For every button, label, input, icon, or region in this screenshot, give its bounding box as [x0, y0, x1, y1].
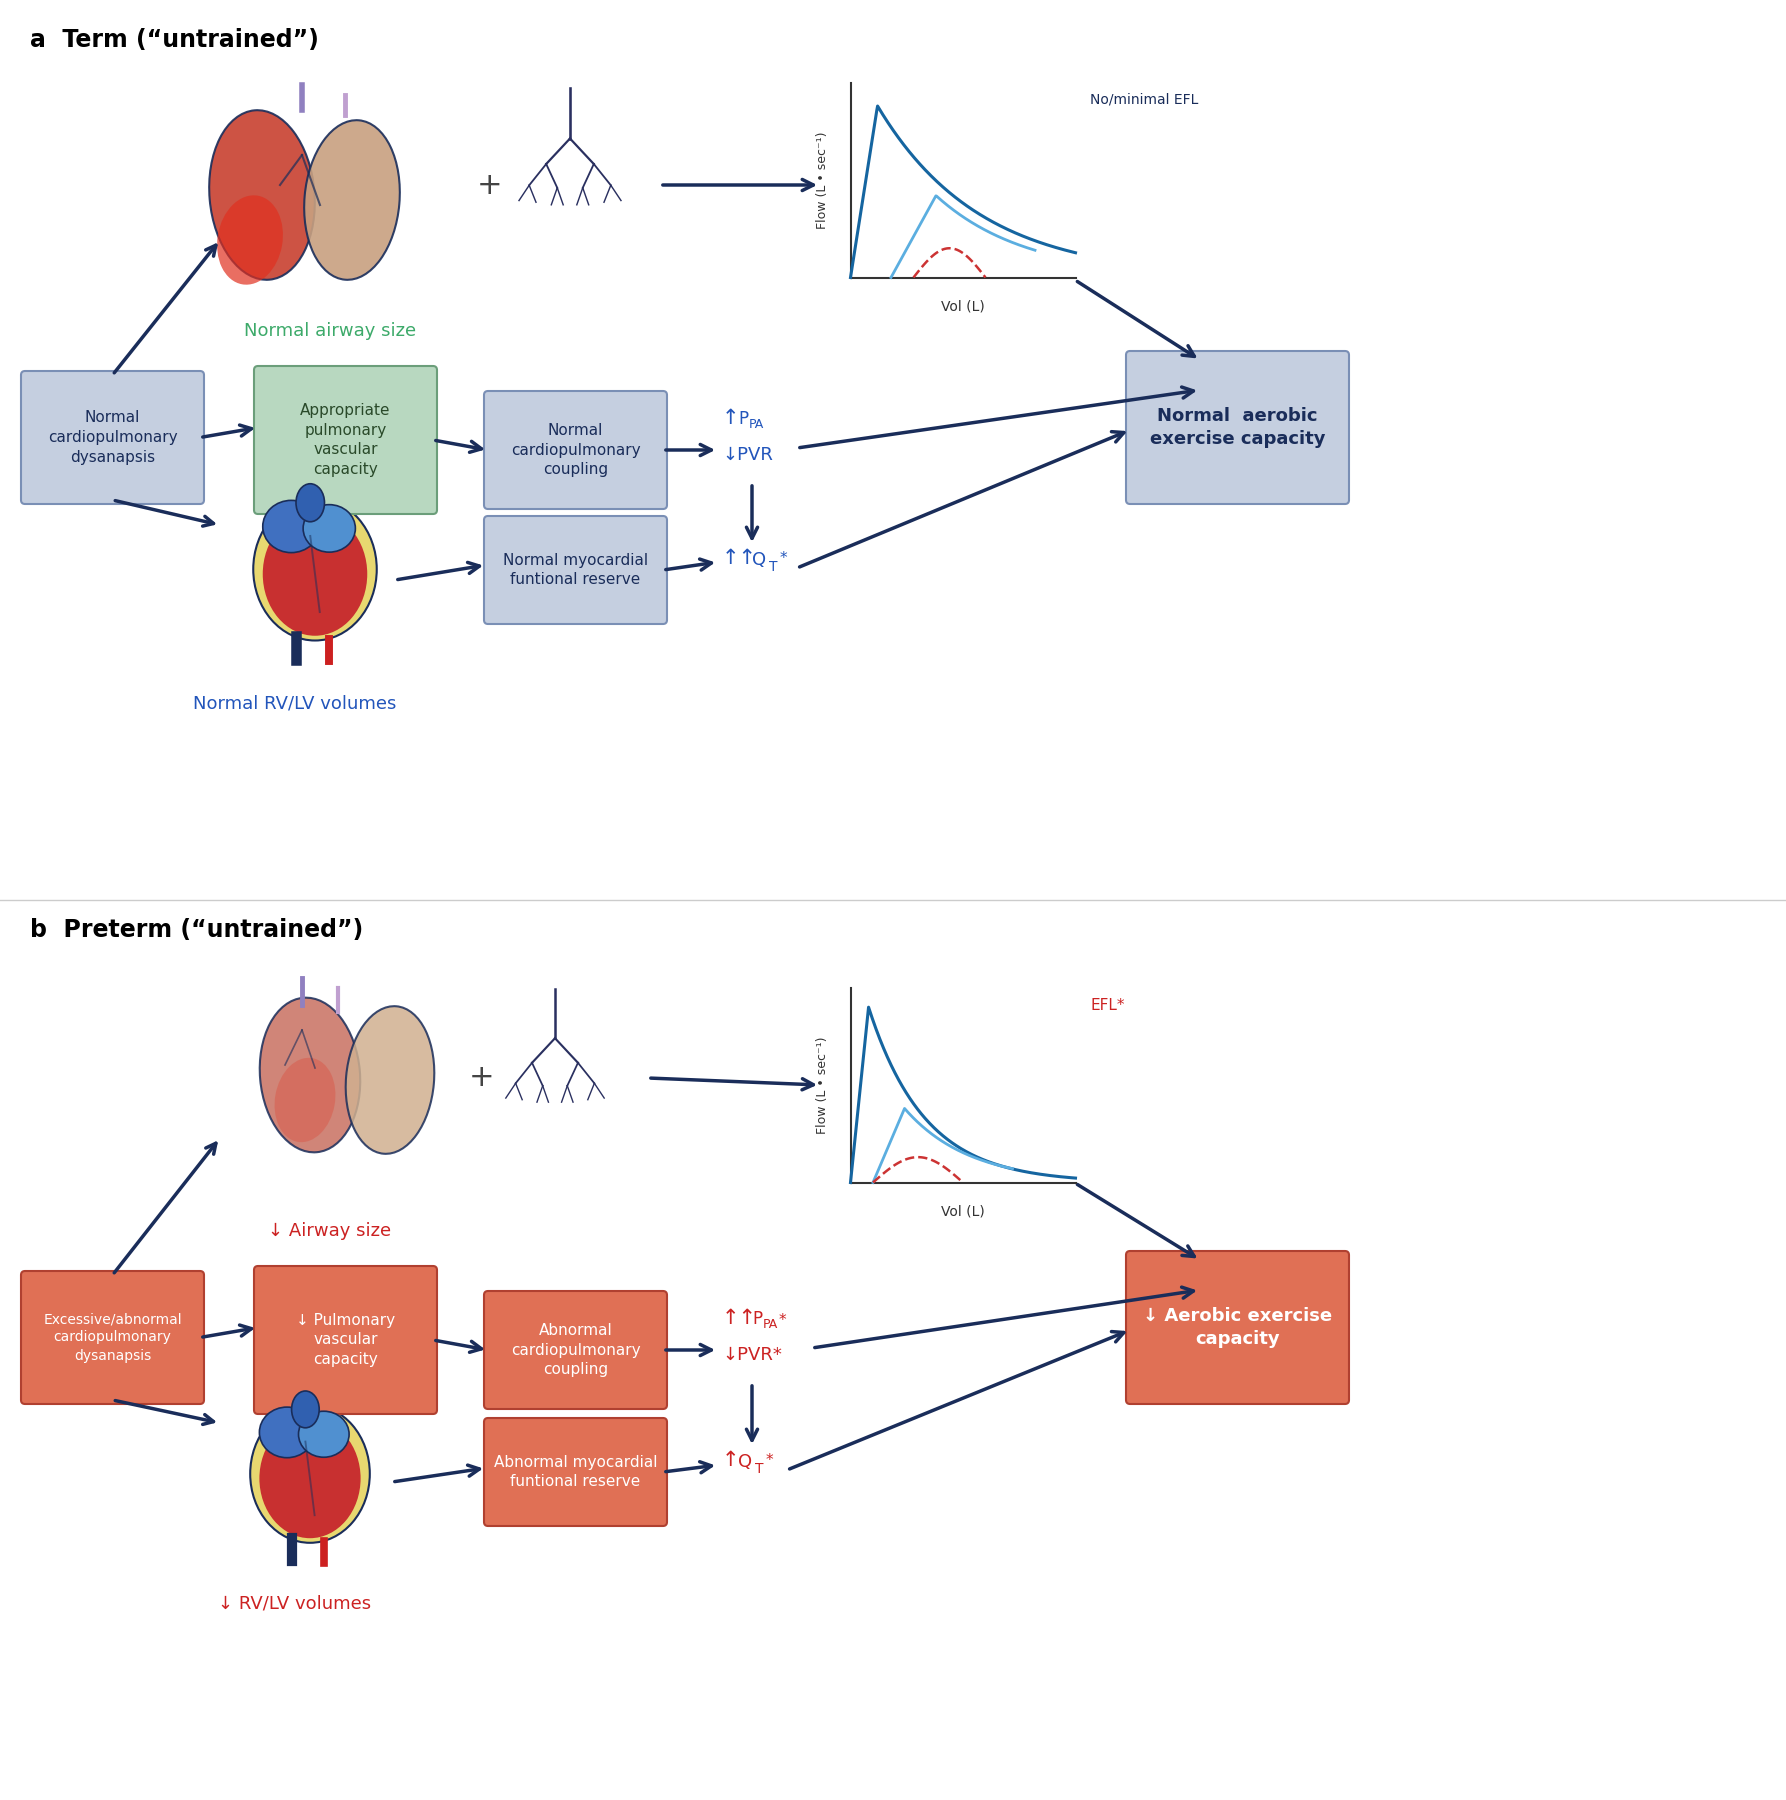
Ellipse shape [254, 499, 377, 641]
Text: b  Preterm (“untrained”): b Preterm (“untrained”) [30, 918, 363, 941]
Text: ↓ Pulmonary
vascular
capacity: ↓ Pulmonary vascular capacity [296, 1312, 395, 1368]
Ellipse shape [263, 513, 368, 635]
FancyBboxPatch shape [484, 517, 666, 625]
FancyBboxPatch shape [21, 371, 204, 504]
Text: No/minimal EFL: No/minimal EFL [1091, 92, 1198, 106]
Text: ↓PVR*: ↓PVR* [722, 1346, 782, 1364]
Text: ↓PVR: ↓PVR [722, 446, 773, 464]
FancyBboxPatch shape [484, 1418, 666, 1526]
Ellipse shape [259, 997, 361, 1152]
Text: Excessive/abnormal
cardiopulmonary
dysanapsis: Excessive/abnormal cardiopulmonary dysan… [43, 1312, 182, 1363]
Text: T: T [770, 560, 777, 574]
FancyBboxPatch shape [254, 365, 438, 515]
Text: PA: PA [763, 1318, 779, 1330]
Text: PA: PA [748, 418, 764, 430]
Text: ↑↑: ↑↑ [722, 1309, 757, 1328]
FancyBboxPatch shape [21, 1271, 204, 1404]
Text: +: + [477, 171, 504, 200]
Text: Normal RV/LV volumes: Normal RV/LV volumes [193, 695, 396, 713]
Text: Normal myocardial
funtional reserve: Normal myocardial funtional reserve [504, 553, 648, 587]
Ellipse shape [304, 504, 355, 553]
Text: Q: Q [738, 1453, 752, 1471]
Ellipse shape [209, 110, 314, 279]
Text: *: * [766, 1453, 773, 1469]
Ellipse shape [275, 1058, 336, 1143]
FancyBboxPatch shape [254, 1265, 438, 1415]
Text: P: P [752, 1310, 763, 1328]
Text: Normal
cardiopulmonary
dysanapsis: Normal cardiopulmonary dysanapsis [48, 410, 177, 464]
FancyBboxPatch shape [484, 1291, 666, 1409]
Text: Appropriate
pulmonary
vascular
capacity: Appropriate pulmonary vascular capacity [300, 403, 391, 477]
Text: Flow (L • sec⁻¹): Flow (L • sec⁻¹) [816, 1037, 829, 1134]
Text: Q: Q [752, 551, 766, 569]
Text: T: T [755, 1462, 763, 1476]
Ellipse shape [259, 1418, 361, 1539]
Text: EFL*: EFL* [1091, 997, 1125, 1012]
Ellipse shape [250, 1404, 370, 1543]
Text: ↓ Airway size: ↓ Airway size [268, 1222, 391, 1240]
Text: *: * [779, 1312, 786, 1328]
FancyBboxPatch shape [1125, 1251, 1348, 1404]
Text: ↑: ↑ [722, 1451, 739, 1471]
Text: Flow (L • sec⁻¹): Flow (L • sec⁻¹) [816, 131, 829, 229]
Text: Vol (L): Vol (L) [941, 1204, 984, 1219]
Text: a  Term (“untrained”): a Term (“untrained”) [30, 29, 320, 52]
Text: ↓ RV/LV volumes: ↓ RV/LV volumes [218, 1595, 371, 1613]
Text: Abnormal myocardial
funtional reserve: Abnormal myocardial funtional reserve [493, 1454, 657, 1489]
Ellipse shape [263, 500, 320, 553]
Text: Normal airway size: Normal airway size [245, 322, 416, 340]
Ellipse shape [296, 484, 325, 522]
Text: +: + [470, 1064, 495, 1093]
Text: ↑: ↑ [722, 409, 739, 428]
Text: *: * [780, 551, 788, 565]
Ellipse shape [346, 1006, 434, 1154]
Ellipse shape [304, 121, 400, 279]
FancyBboxPatch shape [484, 391, 666, 509]
Text: ↑↑: ↑↑ [722, 547, 757, 569]
Text: P: P [738, 410, 748, 428]
FancyBboxPatch shape [1125, 351, 1348, 504]
Ellipse shape [259, 1408, 314, 1458]
Ellipse shape [298, 1411, 348, 1458]
Ellipse shape [291, 1391, 320, 1427]
Text: Normal
cardiopulmonary
coupling: Normal cardiopulmonary coupling [511, 423, 641, 477]
Text: Normal  aerobic
exercise capacity: Normal aerobic exercise capacity [1150, 407, 1325, 448]
Ellipse shape [218, 196, 282, 284]
Text: Vol (L): Vol (L) [941, 299, 984, 313]
Text: ↓ Aerobic exercise
capacity: ↓ Aerobic exercise capacity [1143, 1307, 1332, 1348]
Text: Abnormal
cardiopulmonary
coupling: Abnormal cardiopulmonary coupling [511, 1323, 641, 1377]
